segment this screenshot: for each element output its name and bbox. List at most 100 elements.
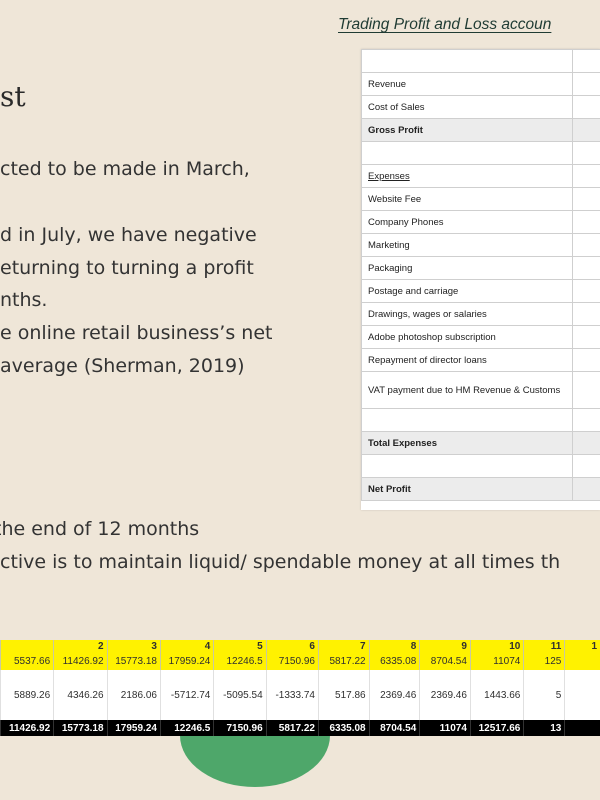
pl-row: Company Phones bbox=[361, 210, 600, 234]
opening-balance-cell: 11074 bbox=[469, 653, 524, 670]
opening-balance-cell: 5537.66 bbox=[0, 653, 54, 670]
pl-row: VAT payment due to HM Revenue & Customs bbox=[361, 371, 600, 409]
pl-row: Gross Profit bbox=[361, 118, 600, 142]
pl-row-label bbox=[361, 454, 573, 478]
closing-balance-cell bbox=[564, 720, 600, 736]
pl-row-label: Packaging bbox=[361, 256, 573, 280]
pl-row: Packaging bbox=[361, 256, 600, 280]
pl-row-value bbox=[572, 187, 600, 211]
pl-row: Website Fee bbox=[361, 187, 600, 211]
pl-row-value bbox=[572, 118, 600, 142]
month-header-cell: 4 bbox=[159, 640, 214, 653]
pl-row-label: Expenses bbox=[361, 164, 573, 188]
opening-balance-cell bbox=[564, 653, 600, 670]
pl-row: Revenue bbox=[361, 72, 600, 96]
net-cashflow-cell: 2369.46 bbox=[368, 684, 420, 706]
net-cashflow-cell bbox=[564, 684, 600, 706]
empty-cell bbox=[523, 706, 565, 720]
empty-cell bbox=[0, 706, 54, 720]
pl-row-value bbox=[572, 454, 600, 478]
net-cashflow-cell: -5095.54 bbox=[213, 684, 267, 706]
pl-row bbox=[361, 408, 600, 432]
opening-balance-cell: 7150.96 bbox=[265, 653, 319, 670]
net-cashflow-cell: 1443.66 bbox=[469, 684, 524, 706]
empty-cell bbox=[159, 670, 214, 684]
pl-row bbox=[361, 49, 600, 73]
pl-table-panel: Revenue Cost of Sales Gross Profit Expenses… bbox=[361, 49, 600, 510]
month-header-cell: 5 bbox=[213, 640, 267, 653]
empty-cell bbox=[53, 706, 108, 720]
pl-row-label: Repayment of director loans bbox=[361, 348, 573, 372]
body-line-3: eturning to turning a profit bbox=[0, 257, 254, 279]
month-header-cell: 3 bbox=[106, 640, 161, 653]
pl-row-value bbox=[572, 348, 600, 372]
closing-balance-cell: 6335.08 bbox=[317, 720, 370, 736]
bottom-line-1: the end of 12 months bbox=[0, 518, 200, 540]
pl-row-value bbox=[572, 279, 600, 303]
net-cashflow-cell: 517.86 bbox=[317, 684, 370, 706]
empty-cell bbox=[564, 670, 600, 684]
cashflow-table-region: 2 3 4 5 6 7 8 9 10 11 1 5537.66 11426.92 15773.18 179… bbox=[0, 640, 600, 736]
pl-row-value bbox=[572, 210, 600, 234]
pl-row: Cost of Sales bbox=[361, 95, 600, 119]
month-header-cell: 11 bbox=[523, 640, 565, 653]
closing-balance-cell: 8704.54 bbox=[368, 720, 420, 736]
month-header-cell: 2 bbox=[53, 640, 108, 653]
pl-row-label: Marketing bbox=[361, 233, 573, 257]
pl-row-value bbox=[572, 302, 600, 326]
net-cashflow-cell: 5 bbox=[523, 684, 565, 706]
pl-row-value bbox=[572, 371, 600, 409]
month-header-cell: 9 bbox=[419, 640, 471, 653]
pl-row: Adobe photoshop subscription bbox=[361, 325, 600, 349]
pl-row-label: Revenue bbox=[361, 72, 573, 96]
pl-row: Marketing bbox=[361, 233, 600, 257]
pl-row: Net Profit bbox=[361, 477, 600, 501]
month-header-cell: 6 bbox=[265, 640, 319, 653]
pl-row-value bbox=[572, 164, 600, 188]
net-cashflow-cell: -1333.74 bbox=[265, 684, 319, 706]
pl-row-value bbox=[572, 431, 600, 455]
opening-balance-cell: 15773.18 bbox=[106, 653, 161, 670]
opening-balance-cell: 17959.24 bbox=[159, 653, 214, 670]
opening-balance-cell: 12246.5 bbox=[213, 653, 267, 670]
net-cashflow-cell: -5712.74 bbox=[159, 684, 214, 706]
pl-row: Repayment of director loans bbox=[361, 348, 600, 372]
empty-cell bbox=[523, 670, 565, 684]
empty-cell bbox=[265, 670, 319, 684]
empty-cell bbox=[564, 706, 600, 720]
net-cashflow-cell: 5889.26 bbox=[0, 684, 54, 706]
pl-table: Revenue Cost of Sales Gross Profit Expenses… bbox=[361, 49, 600, 501]
pl-title: Trading Profit and Loss accoun bbox=[338, 16, 552, 33]
slide-heading: st bbox=[0, 80, 26, 113]
closing-balance-cell: 12517.66 bbox=[469, 720, 524, 736]
closing-balance-cell: 13 bbox=[523, 720, 565, 736]
empty-cell bbox=[419, 706, 471, 720]
closing-balance-cell: 15773.18 bbox=[53, 720, 108, 736]
pl-row-value bbox=[572, 233, 600, 257]
opening-balance-cell: 125 bbox=[523, 653, 565, 670]
pl-row-label bbox=[361, 49, 573, 73]
month-header-cell: 10 bbox=[469, 640, 524, 653]
pl-row-label: VAT payment due to HM Revenue & Customs bbox=[361, 371, 573, 409]
pl-row: Expenses bbox=[361, 164, 600, 188]
bottom-line-2: ctive is to maintain liquid/ spendable m… bbox=[0, 551, 561, 573]
empty-cell bbox=[419, 670, 471, 684]
pl-row bbox=[361, 454, 600, 478]
cashflow-table: 2 3 4 5 6 7 8 9 10 11 1 5537.66 11426.92 15773.18 179… bbox=[0, 640, 600, 736]
empty-cell bbox=[317, 706, 370, 720]
closing-balance-cell: 11426.92 bbox=[0, 720, 54, 736]
pl-row-label: Cost of Sales bbox=[361, 95, 573, 119]
body-line-6: average (Sherman, 2019) bbox=[0, 355, 245, 377]
pl-row-label: Drawings, wages or salaries bbox=[361, 302, 573, 326]
empty-cell bbox=[53, 670, 108, 684]
pl-row-value bbox=[572, 95, 600, 119]
empty-cell bbox=[159, 706, 214, 720]
pl-row-label: Postage and carriage bbox=[361, 279, 573, 303]
net-cashflow-cell: 2369.46 bbox=[419, 684, 471, 706]
month-header-cell: 1 bbox=[564, 640, 600, 653]
empty-cell bbox=[106, 670, 161, 684]
pl-row-label: Website Fee bbox=[361, 187, 573, 211]
body-line-1: cted to be made in March, bbox=[0, 158, 250, 180]
pl-row-value bbox=[572, 49, 600, 73]
empty-cell bbox=[265, 706, 319, 720]
